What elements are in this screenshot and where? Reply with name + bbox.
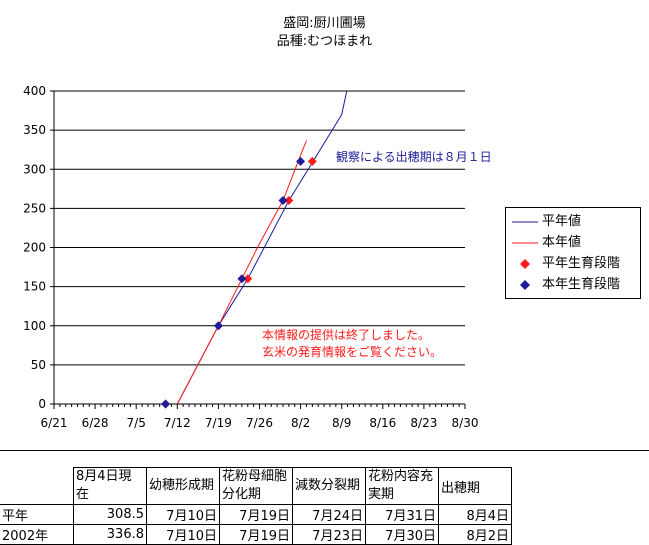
y-tick-label: 400: [23, 84, 46, 98]
data-point-1: [278, 196, 288, 206]
row-label: 平年: [0, 504, 74, 525]
data-point-0: [284, 196, 294, 206]
chart-legend: 平年値 本年値 平年生育段階 本年生育段階: [505, 207, 641, 299]
annotation-observed-heading: 観察による出穂期は８月１日: [336, 150, 492, 164]
data-point-0: [243, 274, 253, 284]
y-tick-label: 0: [38, 397, 46, 411]
y-tick-label: 200: [23, 241, 46, 255]
data-point-1: [237, 274, 247, 284]
data-point-1: [161, 399, 171, 409]
x-tick-label: 8/30: [452, 416, 479, 430]
x-tick-label: 6/28: [82, 416, 109, 430]
x-tick-label: 7/5: [127, 416, 146, 430]
annotation-line-1: 本情報の提供は終了しました。: [262, 328, 431, 342]
legend-label: 平年値: [542, 214, 582, 229]
header-pollen-mother-cell: 花粉母細胞分化期: [219, 467, 293, 505]
row-label: 2002年: [0, 524, 74, 545]
header-meiosis: 減数分裂期: [292, 467, 366, 505]
table-cell: 7月10日: [146, 504, 220, 525]
legend-label: 本年値: [542, 235, 582, 250]
annotation-service-ended: 本情報の提供は終了しました。 玄米の発育情報をご覧ください。: [262, 327, 442, 361]
annotation-line-2: 玄米の発育情報をご覧ください。: [262, 345, 443, 359]
x-tick-label: 6/21: [41, 416, 68, 430]
data-point-0: [307, 156, 317, 166]
table-cell: 336.8: [73, 524, 147, 545]
legend-label: 平年生育段階: [542, 256, 621, 271]
chart-title-location: 盛岡:厨川圃場: [283, 16, 366, 31]
table-row: 平年 308.5 7月10日 7月19日 7月24日 7月31日 8月4日: [0, 504, 512, 525]
legend-swatch: [520, 259, 530, 269]
header-panicle-formation: 幼穂形成期: [146, 467, 220, 505]
table-corner: [0, 467, 74, 505]
table-header-row: 8月4日現在 幼穂形成期 花粉母細胞分化期 減数分裂期 花粉内容充実期 出穂期: [0, 467, 512, 505]
growth-stage-table: 8月4日現在 幼穂形成期 花粉母細胞分化期 減数分裂期 花粉内容充実期 出穂期 …: [0, 467, 512, 545]
table-cell: 7月30日: [365, 524, 439, 545]
legend-swatch: [512, 221, 538, 223]
table-cell: 7月19日: [219, 504, 293, 525]
data-point-1: [296, 156, 306, 166]
legend-swatch: [512, 242, 538, 244]
x-tick-label: 8/23: [410, 416, 437, 430]
legend-swatch: [520, 280, 530, 290]
legend-label: 本年生育段階: [542, 277, 621, 292]
x-tick-label: 7/12: [164, 416, 191, 430]
header-pollen-filling: 花粉内容充実期: [365, 467, 439, 505]
y-tick-label: 50: [31, 358, 46, 372]
table-cell: 7月24日: [292, 504, 366, 525]
table-row: 2002年 336.8 7月10日 7月19日 7月23日 7月30日 8月2日: [0, 524, 512, 545]
table-cell: 308.5: [73, 504, 147, 525]
divider: [0, 450, 649, 451]
x-tick-label: 7/19: [205, 416, 232, 430]
table-cell: 8月4日: [438, 504, 512, 525]
header-heading: 出穂期: [438, 467, 512, 505]
x-tick-label: 8/2: [291, 416, 310, 430]
x-tick-label: 7/26: [246, 416, 273, 430]
table-cell: 8月2日: [438, 524, 512, 545]
chart-title-variety: 品種:むつほまれ: [276, 34, 373, 49]
y-tick-label: 300: [23, 162, 46, 176]
header-as-of: 8月4日現在: [73, 467, 147, 505]
chart-area: 0 50 100 150 200 250 300 350 400 6/21 6/28 7/5 7/12 7…: [23, 84, 479, 430]
table-cell: 7月19日: [219, 524, 293, 545]
y-tick-label: 350: [23, 123, 46, 137]
x-tick-label: 8/9: [332, 416, 351, 430]
data-point-1: [213, 321, 223, 331]
y-tick-label: 150: [23, 280, 46, 294]
x-tick-label: 8/16: [369, 416, 396, 430]
y-tick-label: 250: [23, 201, 46, 215]
table-cell: 7月23日: [292, 524, 366, 545]
y-tick-label: 100: [23, 319, 46, 333]
table-cell: 7月31日: [365, 504, 439, 525]
table-cell: 7月10日: [146, 524, 220, 545]
